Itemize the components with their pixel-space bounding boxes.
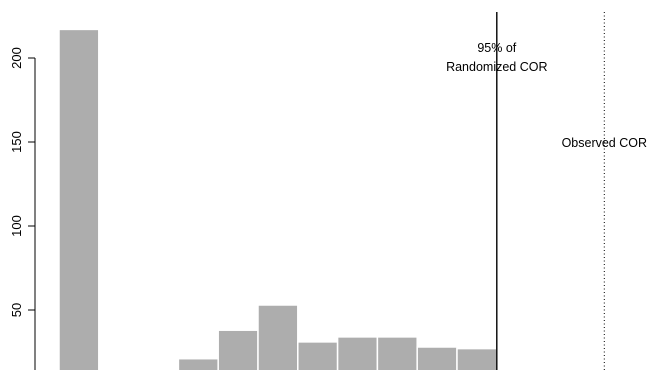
y-axis: 50 100 150 200 bbox=[9, 47, 36, 370]
y-tick-label-100: 100 bbox=[9, 215, 24, 237]
observed-cor-label: Observed COR bbox=[562, 136, 647, 150]
histogram-bar-10 bbox=[456, 347, 498, 370]
histogram-bar-8 bbox=[376, 336, 418, 370]
y-tick-label-50: 50 bbox=[9, 303, 24, 317]
histogram-bar-0 bbox=[58, 28, 100, 370]
bars-layer bbox=[58, 28, 498, 370]
randomized-cor-label-line2: Randomized COR bbox=[446, 60, 547, 74]
histogram-bar-3 bbox=[177, 357, 219, 370]
histogram-bar-6 bbox=[297, 341, 339, 370]
y-tick-label-200: 200 bbox=[9, 47, 24, 69]
randomized-cor-label-line1: 95% of bbox=[477, 41, 516, 55]
histogram-bar-7 bbox=[336, 336, 379, 370]
histogram-bar-4 bbox=[217, 329, 259, 370]
reference-lines: 95% of Randomized COR Observed COR bbox=[446, 12, 647, 370]
y-tick-label-150: 150 bbox=[9, 131, 24, 153]
histogram-bar-9 bbox=[416, 346, 458, 370]
histogram-bar-5 bbox=[257, 304, 299, 370]
